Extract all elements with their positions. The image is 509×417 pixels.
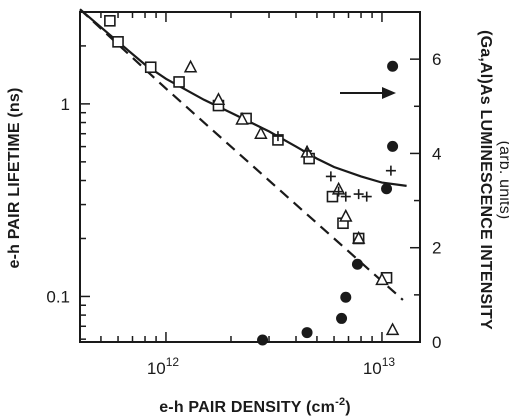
circle-marker bbox=[351, 258, 363, 270]
plus-marker bbox=[333, 186, 344, 197]
square-marker bbox=[326, 190, 339, 203]
square-marker bbox=[112, 36, 124, 48]
x-tick-label: 1012 bbox=[147, 355, 180, 378]
x-axis-title-close: ) bbox=[345, 399, 351, 416]
triangle-marker bbox=[254, 126, 268, 139]
y-axis-right-title: (Ga,Al)As LUMINESCENCE INTENSITY bbox=[477, 30, 494, 330]
plus-marker bbox=[272, 131, 283, 142]
x-tick-label: 1013 bbox=[363, 355, 396, 378]
triangle-marker bbox=[375, 272, 389, 286]
plus-marker bbox=[302, 145, 313, 156]
x-axis-title-exponent: -2 bbox=[335, 396, 345, 408]
plot-border bbox=[79, 11, 421, 343]
circle-marker bbox=[340, 291, 352, 303]
triangle-marker bbox=[183, 59, 198, 73]
y-left-tick-label: 0.1 bbox=[46, 287, 70, 306]
square-marker bbox=[144, 61, 157, 74]
circle-marker bbox=[387, 140, 399, 152]
triangle-marker bbox=[211, 92, 226, 106]
triangle-marker bbox=[385, 322, 400, 336]
triangle-marker bbox=[339, 208, 353, 222]
y-left-tick-label: 1 bbox=[61, 95, 70, 114]
y-right-tick-label: 4 bbox=[432, 144, 441, 163]
circle-marker bbox=[381, 183, 393, 195]
triangle-marker bbox=[235, 111, 249, 125]
triangle-marker bbox=[351, 230, 366, 244]
y-axis-left-title: e-h PAIR LIFETIME (ns) bbox=[6, 88, 23, 269]
plot-frame bbox=[79, 11, 421, 343]
plus-marker bbox=[340, 191, 351, 202]
fit-curves bbox=[79, 8, 407, 301]
right-axis-arrow-icon bbox=[340, 87, 396, 99]
x-axis-title-main: e-h PAIR DENSITY (cm bbox=[159, 399, 335, 416]
square-marker bbox=[173, 76, 185, 88]
plus-marker bbox=[325, 171, 336, 182]
x-tick-label-exponent: 12 bbox=[166, 355, 180, 369]
data-series bbox=[104, 15, 400, 346]
plus-marker bbox=[361, 191, 372, 202]
y-axis-right-units: (arb. units) bbox=[496, 141, 509, 220]
x-axis-title: e-h PAIR DENSITY (cm-2) bbox=[159, 396, 351, 416]
y-right-tick-label: 6 bbox=[432, 50, 441, 69]
circle-marker bbox=[301, 327, 313, 339]
square-marker bbox=[104, 15, 116, 27]
y-right-tick-label: 2 bbox=[432, 239, 441, 258]
circle-marker bbox=[257, 334, 269, 346]
y-right-tick-label: 0 bbox=[432, 333, 441, 352]
plus-marker bbox=[353, 189, 364, 200]
dashed-fit-curve bbox=[79, 8, 404, 301]
x-tick-label-base: 10 bbox=[147, 359, 166, 378]
x-tick-label-exponent: 13 bbox=[382, 355, 396, 369]
circle-marker bbox=[336, 312, 348, 324]
circle-marker bbox=[387, 60, 399, 72]
tick-marks bbox=[79, 11, 420, 343]
solid-fit-curve bbox=[79, 8, 407, 187]
plus-marker bbox=[385, 165, 396, 176]
x-tick-label-base: 10 bbox=[363, 359, 382, 378]
